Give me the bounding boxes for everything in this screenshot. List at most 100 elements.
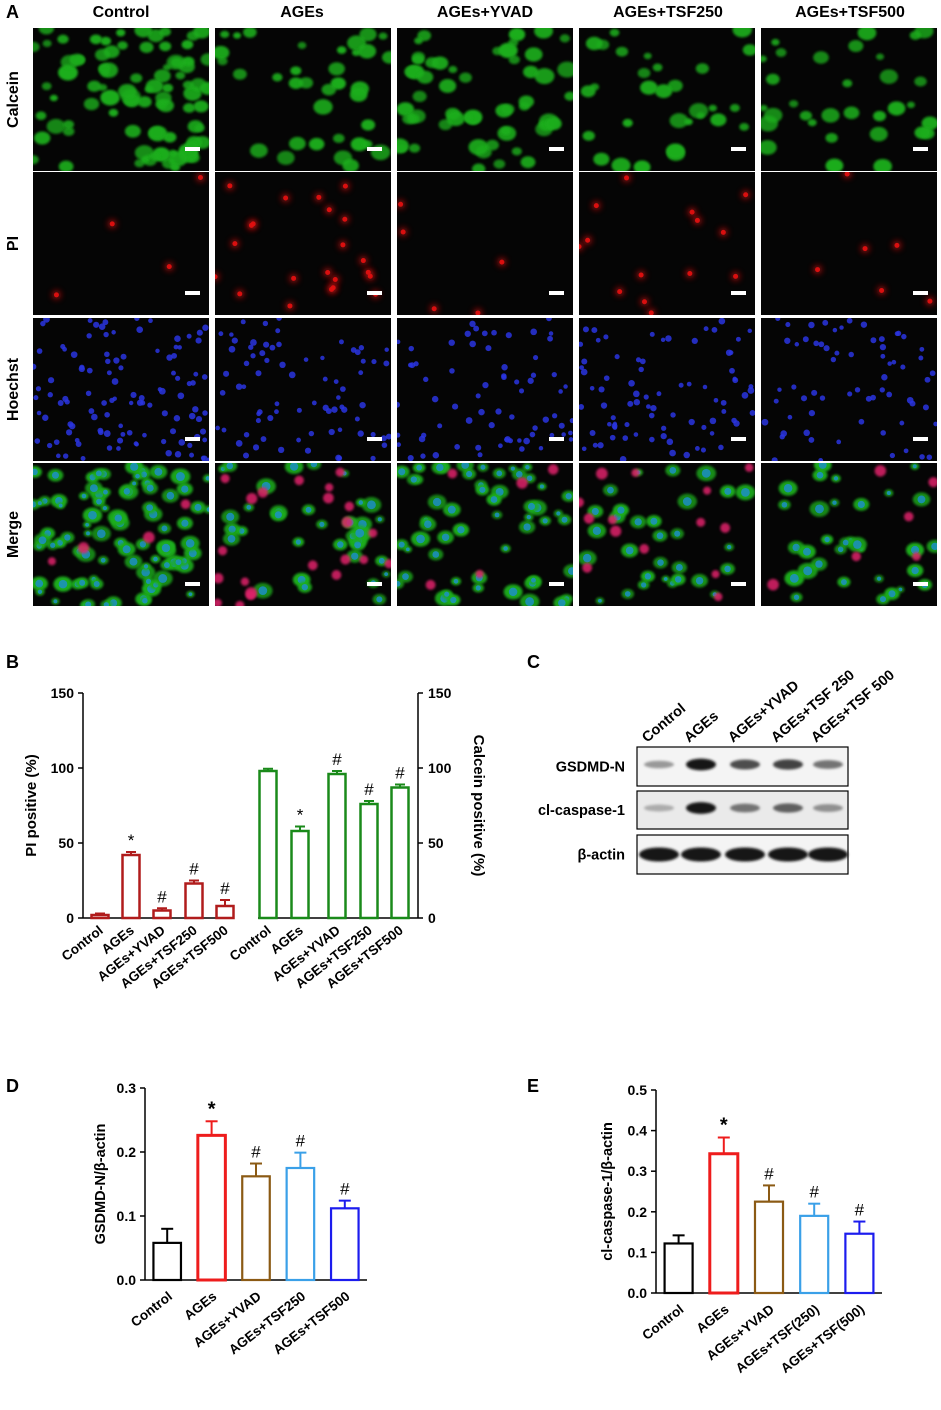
pi-cell <box>499 259 505 265</box>
merge-pi-cell <box>744 463 754 472</box>
micrograph-calcein-ages <box>215 28 391 171</box>
hoechst-nucleus <box>437 423 443 429</box>
band <box>725 847 765 862</box>
calcein-cell <box>732 28 752 38</box>
merge-nucleus <box>674 576 682 583</box>
calcein-cell <box>101 69 110 77</box>
calcein-cell <box>297 41 307 49</box>
hoechst-nucleus <box>320 355 325 361</box>
hoechst-nucleus <box>473 325 480 332</box>
calcein-cell <box>62 126 75 136</box>
merge-nucleus <box>591 507 599 515</box>
calcein-cell <box>116 28 126 37</box>
hoechst-nucleus <box>909 400 916 407</box>
merge-nucleus <box>85 522 89 527</box>
merge-pi-cell <box>257 487 269 498</box>
hoechst-nucleus <box>336 395 341 400</box>
merge-nucleus <box>931 542 937 551</box>
hoechst-nucleus <box>275 328 281 334</box>
hoechst-nucleus <box>639 358 646 365</box>
merge-pi-cell <box>215 573 224 584</box>
calcein-cell <box>170 163 181 171</box>
chart-b-pi-calcein: 0 0 50 50 100 100 150 150 PI positive (%) Calcein… <box>23 685 487 991</box>
merge-nucleus <box>650 517 658 525</box>
merge-nucleus <box>424 520 432 528</box>
hoechst-nucleus <box>264 357 270 363</box>
micrograph-content <box>215 180 381 311</box>
pi-cell <box>641 299 647 305</box>
hoechst-nucleus <box>111 330 116 335</box>
calcein-cell <box>288 77 304 89</box>
scale-bar <box>913 291 928 295</box>
pi-cell <box>617 289 623 295</box>
merge-nucleus <box>453 578 459 584</box>
hoechst-nucleus <box>397 442 402 447</box>
calcein-cell <box>771 38 780 46</box>
band-label-actin: β-actin <box>577 848 625 864</box>
merge-pi-cell <box>180 499 191 509</box>
bar-pi-ages-tsf500 <box>215 904 235 920</box>
hoechst-nucleus <box>60 344 66 350</box>
merge-nucleus <box>130 463 139 471</box>
column-label-control: Control <box>93 4 150 21</box>
merge-pi-cell <box>344 501 355 512</box>
micrograph-calcein-ages-tsf500 <box>761 28 937 171</box>
hoechst-nucleus <box>530 372 537 378</box>
hoechst-nucleus <box>830 356 837 363</box>
scale-bar <box>549 437 564 441</box>
hoechst-nucleus <box>485 345 492 352</box>
bar-ages <box>196 1133 227 1282</box>
hoechst-nucleus <box>569 418 573 424</box>
merge-nucleus <box>556 511 561 516</box>
merge-nucleus <box>397 580 401 587</box>
merge-pi-cell <box>851 551 861 562</box>
x-tick-label-control: Control <box>59 923 106 964</box>
hoechst-nucleus <box>267 414 274 422</box>
pi-cell <box>316 194 322 200</box>
merge-pi-cell <box>341 516 353 528</box>
merge-nucleus <box>319 521 325 527</box>
merge-nucleus <box>310 463 318 468</box>
calcein-cell <box>485 139 499 151</box>
calcein-cell <box>149 152 160 161</box>
hoechst-nucleus <box>311 400 317 406</box>
hoechst-nucleus <box>177 392 185 400</box>
scale-bar <box>185 582 200 586</box>
merge-nucleus <box>441 533 450 542</box>
hoechst-nucleus <box>619 455 627 461</box>
hoechst-nucleus <box>397 339 401 345</box>
calcein-cell <box>215 45 230 60</box>
hoechst-nucleus <box>157 387 163 392</box>
calcein-cell <box>134 145 154 161</box>
merge-pi-cell <box>912 552 921 561</box>
merge-nucleus <box>508 587 518 597</box>
merge-nucleus <box>378 557 385 564</box>
merge-nucleus <box>89 484 98 493</box>
merge-nucleus <box>625 546 634 555</box>
row-label-hoechst: Hoechst <box>5 357 22 421</box>
hoechst-nucleus <box>250 353 256 359</box>
merge-nucleus <box>384 572 389 577</box>
calcein-cell <box>87 80 102 92</box>
scale-bar <box>185 437 200 441</box>
calcein-cell <box>669 113 689 129</box>
calcein-cell <box>652 63 663 72</box>
merge-nucleus <box>450 596 457 604</box>
band <box>644 760 674 769</box>
merge-nucleus <box>143 564 149 569</box>
merge-pi-cell <box>639 544 649 554</box>
merge-nucleus <box>479 486 486 493</box>
calcein-cell <box>137 96 152 108</box>
hoechst-nucleus <box>721 409 727 414</box>
hoechst-nucleus <box>340 386 346 392</box>
band <box>730 759 760 770</box>
scale-bar <box>549 582 564 586</box>
hoechst-nucleus <box>354 416 360 422</box>
band <box>813 804 843 812</box>
merge-nucleus <box>175 559 182 566</box>
hoechst-nucleus <box>488 422 495 429</box>
merge-nucleus <box>416 464 422 471</box>
hoechst-nucleus <box>633 432 639 437</box>
merge-nucleus <box>85 601 92 606</box>
calcein-cell <box>378 32 388 40</box>
